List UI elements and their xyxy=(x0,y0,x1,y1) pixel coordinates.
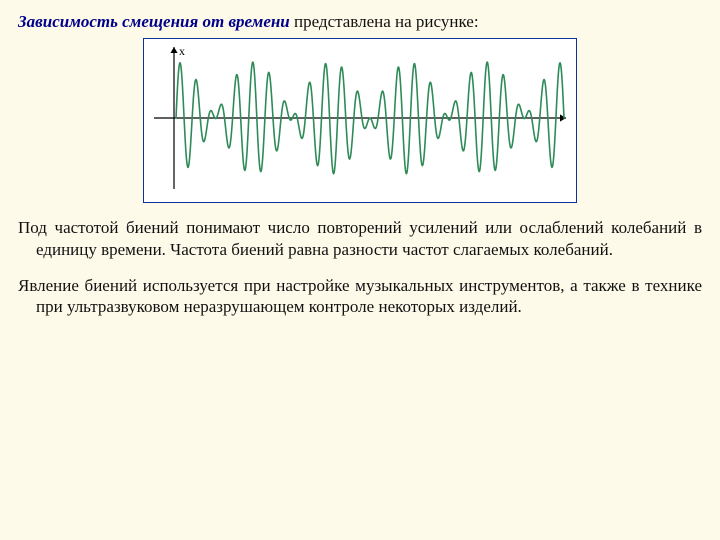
beats-chart: x xyxy=(143,38,577,203)
heading-emph: Зависимость смещения от времени xyxy=(18,12,290,31)
paragraph-2: Явление биений используется при настройк… xyxy=(18,275,702,319)
figure-wrapper: x xyxy=(18,38,702,203)
beats-svg: x xyxy=(150,43,570,193)
paragraph-1: Под частотой биений понимают число повто… xyxy=(18,217,702,261)
heading-rest: представлена на рисунке: xyxy=(290,12,479,31)
heading: Зависимость смещения от времени представ… xyxy=(18,12,702,32)
svg-text:x: x xyxy=(179,44,185,58)
